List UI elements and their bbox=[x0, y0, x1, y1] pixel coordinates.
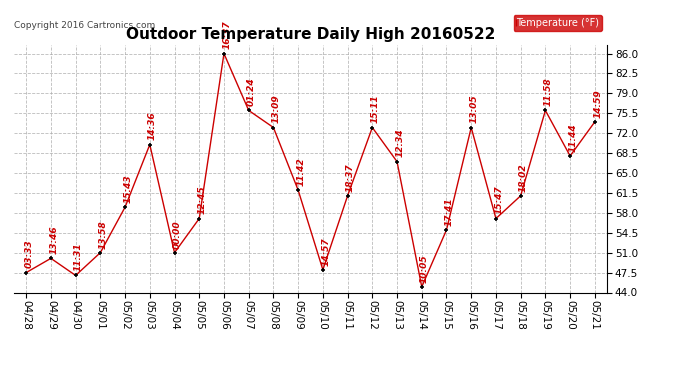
Text: 11:44: 11:44 bbox=[569, 123, 578, 152]
Text: 14:57: 14:57 bbox=[321, 237, 330, 266]
Point bbox=[119, 204, 130, 210]
Point bbox=[441, 227, 452, 233]
Text: 12:34: 12:34 bbox=[395, 129, 404, 158]
Text: 11:31: 11:31 bbox=[74, 243, 83, 271]
Title: Outdoor Temperature Daily High 20160522: Outdoor Temperature Daily High 20160522 bbox=[126, 27, 495, 42]
Text: 11:42: 11:42 bbox=[297, 157, 306, 186]
Text: 13:05: 13:05 bbox=[469, 95, 478, 123]
Point bbox=[21, 270, 32, 276]
Point bbox=[491, 216, 502, 222]
Point bbox=[70, 272, 81, 278]
Text: 03:33: 03:33 bbox=[24, 240, 33, 268]
Point bbox=[169, 250, 180, 256]
Point bbox=[540, 107, 551, 113]
Text: 16:37: 16:37 bbox=[222, 21, 231, 50]
Text: 15:11: 15:11 bbox=[371, 95, 380, 123]
Point bbox=[144, 142, 155, 148]
Text: 15:47: 15:47 bbox=[494, 186, 503, 214]
Text: 14:59: 14:59 bbox=[593, 89, 602, 118]
Text: 17:41: 17:41 bbox=[445, 197, 454, 226]
Text: 13:58: 13:58 bbox=[99, 220, 108, 249]
Point bbox=[342, 193, 353, 199]
Text: 10:05: 10:05 bbox=[420, 254, 429, 283]
Point bbox=[317, 267, 328, 273]
Text: 18:02: 18:02 bbox=[519, 163, 528, 192]
Point bbox=[515, 193, 526, 199]
Text: 12:45: 12:45 bbox=[197, 186, 206, 214]
Text: 01:24: 01:24 bbox=[247, 78, 256, 106]
Point bbox=[589, 119, 600, 125]
Point bbox=[293, 187, 304, 193]
Text: 15:43: 15:43 bbox=[124, 174, 132, 203]
Point bbox=[466, 124, 477, 130]
Point bbox=[367, 124, 378, 130]
Point bbox=[46, 255, 57, 261]
Text: 13:46: 13:46 bbox=[49, 226, 58, 254]
Point bbox=[268, 124, 279, 130]
Point bbox=[391, 159, 402, 165]
Point bbox=[564, 153, 575, 159]
Text: 13:09: 13:09 bbox=[272, 95, 281, 123]
Point bbox=[219, 51, 230, 57]
Text: 14:36: 14:36 bbox=[148, 112, 157, 140]
Text: 11:58: 11:58 bbox=[544, 78, 553, 106]
Text: Copyright 2016 Cartronics.com: Copyright 2016 Cartronics.com bbox=[14, 21, 155, 30]
Point bbox=[243, 107, 254, 113]
Point bbox=[416, 284, 427, 290]
Text: 00:00: 00:00 bbox=[172, 220, 181, 249]
Point bbox=[194, 216, 205, 222]
Point bbox=[95, 250, 106, 256]
Legend: Temperature (°F): Temperature (°F) bbox=[513, 15, 602, 31]
Text: 18:37: 18:37 bbox=[346, 163, 355, 192]
